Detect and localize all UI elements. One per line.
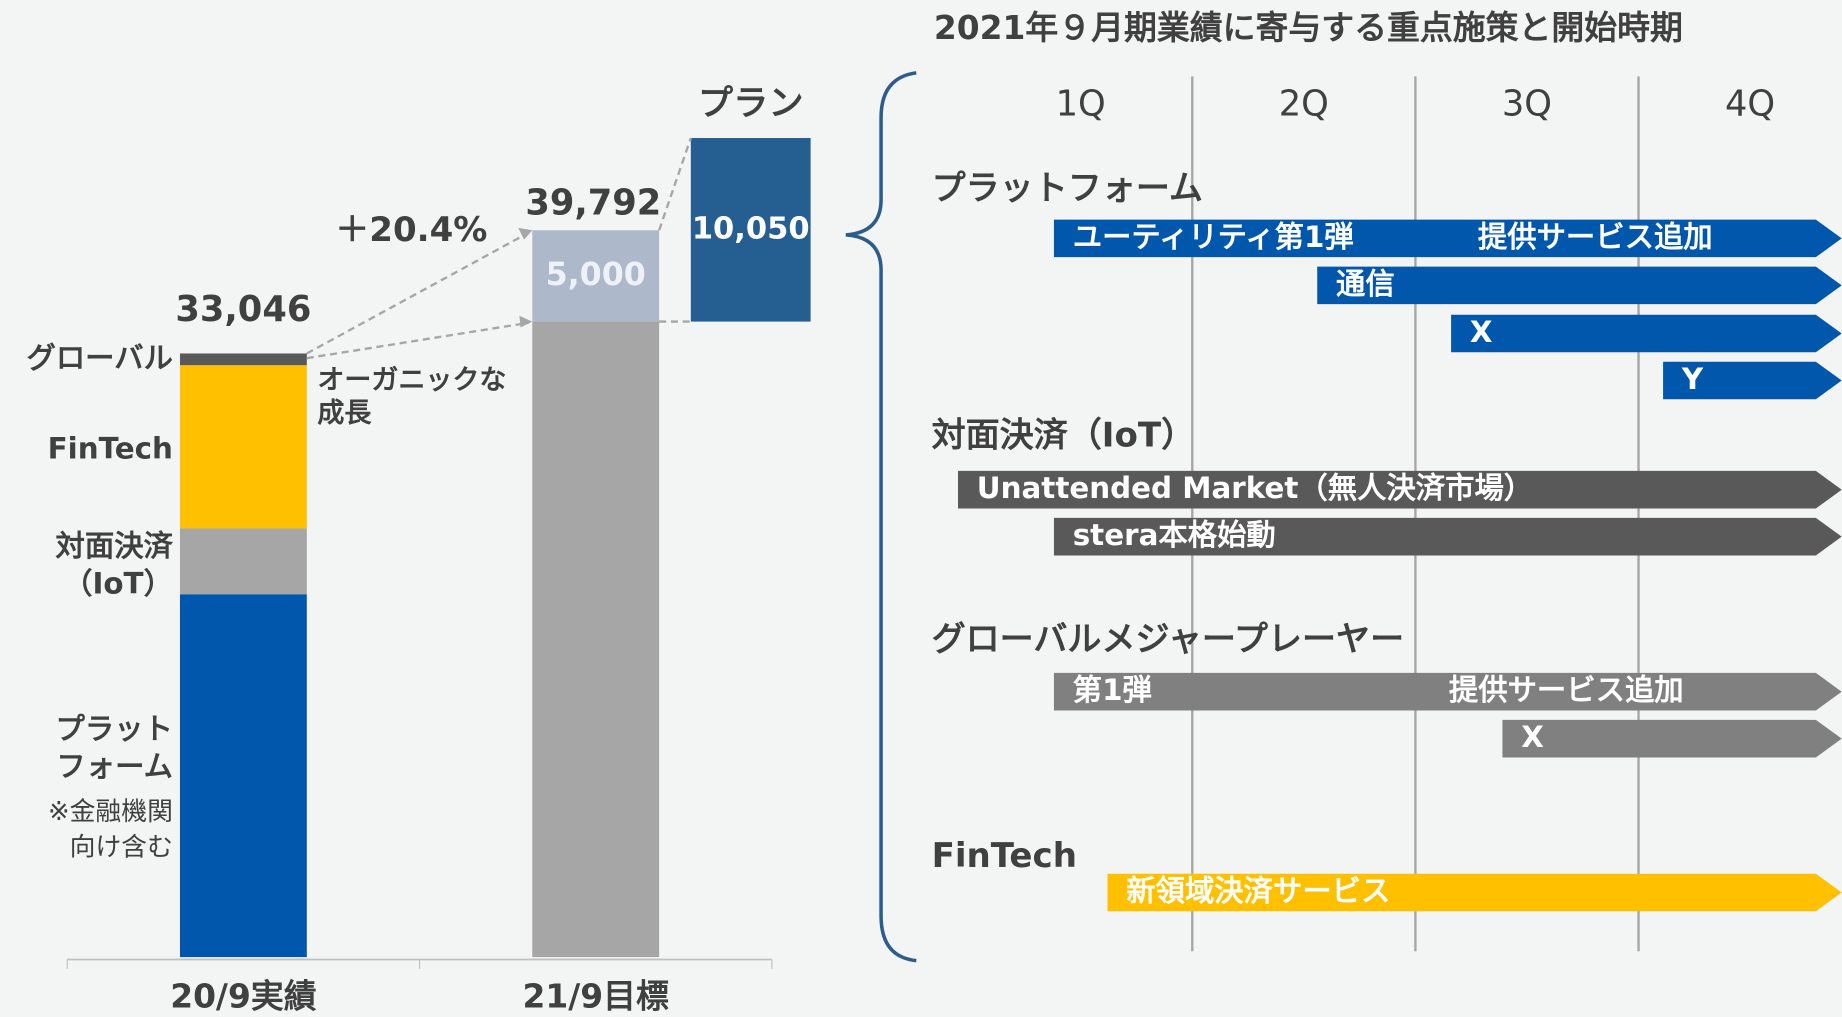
timeline-title: 2021年９月期業績に寄与する重点施策と開始時期 bbox=[934, 8, 1683, 47]
initiative-label: X bbox=[1470, 315, 1493, 349]
initiative-bar bbox=[1317, 266, 1842, 305]
quarter-label: 4Q bbox=[1725, 84, 1775, 125]
x-tick-label: 21/9目標 bbox=[523, 977, 670, 1016]
initiative-label: stera本格始動 bbox=[1073, 518, 1276, 552]
milestone-label: 提供サービス追加 bbox=[1478, 220, 1713, 254]
total-label: 39,792 bbox=[525, 182, 661, 223]
initiative-label: Unattended Market（無人決済市場） bbox=[977, 471, 1533, 505]
group-title: グローバルメジャープレーヤー bbox=[932, 620, 1405, 660]
group-title: FinTech bbox=[932, 836, 1077, 876]
bar-segment bbox=[179, 353, 307, 366]
series-note: ※金融機関 bbox=[48, 797, 173, 827]
initiative-bar bbox=[957, 470, 1842, 509]
connector bbox=[306, 231, 530, 355]
series-label: フォーム bbox=[56, 750, 173, 784]
series-note: 向け含む bbox=[70, 832, 173, 862]
arrowhead bbox=[518, 227, 533, 240]
brace bbox=[845, 71, 917, 963]
series-label: プラット bbox=[56, 712, 173, 746]
initiative-bar bbox=[1053, 672, 1842, 711]
plan-bar bbox=[690, 138, 811, 322]
initiative-label: ユーティリティ第1弾 bbox=[1073, 220, 1354, 254]
bar-segment bbox=[179, 594, 307, 958]
initiative-bar bbox=[1053, 517, 1842, 556]
total-label: 33,046 bbox=[175, 289, 311, 330]
quarter-label: 3Q bbox=[1502, 84, 1552, 125]
initiative-bar bbox=[1663, 361, 1842, 400]
group-title: 対面決済（IoT） bbox=[932, 415, 1196, 455]
initiative-label: 新領域決済サービス bbox=[1126, 874, 1390, 908]
bar-segment bbox=[532, 321, 660, 958]
connector bbox=[658, 137, 692, 231]
data-label: 5,000 bbox=[546, 257, 646, 293]
initiative-label: 通信 bbox=[1336, 267, 1395, 301]
connector bbox=[306, 321, 529, 360]
series-label: （IoT） bbox=[63, 566, 173, 600]
arrowhead bbox=[519, 315, 533, 328]
x-tick-label: 20/9実績 bbox=[170, 977, 317, 1016]
plan-value: 10,050 bbox=[692, 211, 810, 246]
group-title: プラットフォーム bbox=[932, 169, 1203, 209]
series-label: グローバル bbox=[26, 341, 172, 375]
bar-segment bbox=[179, 528, 307, 595]
quarter-label: 2Q bbox=[1279, 84, 1329, 125]
initiative-label: X bbox=[1521, 720, 1544, 754]
quarter-label: 1Q bbox=[1056, 84, 1106, 125]
series-label: オーガニックな bbox=[317, 365, 506, 396]
initiative-bar bbox=[1053, 219, 1842, 258]
bar-segment bbox=[532, 230, 660, 322]
plan-name: プラン bbox=[698, 83, 804, 124]
initiative-bar bbox=[1451, 314, 1842, 353]
growth-label: ＋20.4% bbox=[335, 210, 487, 250]
series-label: 対面決済 bbox=[56, 529, 174, 563]
series-label: FinTech bbox=[48, 431, 173, 465]
initiative-bar bbox=[1107, 873, 1842, 912]
milestone-label: 提供サービス追加 bbox=[1449, 673, 1684, 707]
series-label: 成長 bbox=[317, 398, 372, 429]
initiative-label: 第1弾 bbox=[1073, 673, 1152, 707]
bar-segment bbox=[179, 365, 307, 529]
initiative-label: Y bbox=[1681, 362, 1704, 396]
initiative-bar bbox=[1502, 719, 1842, 758]
